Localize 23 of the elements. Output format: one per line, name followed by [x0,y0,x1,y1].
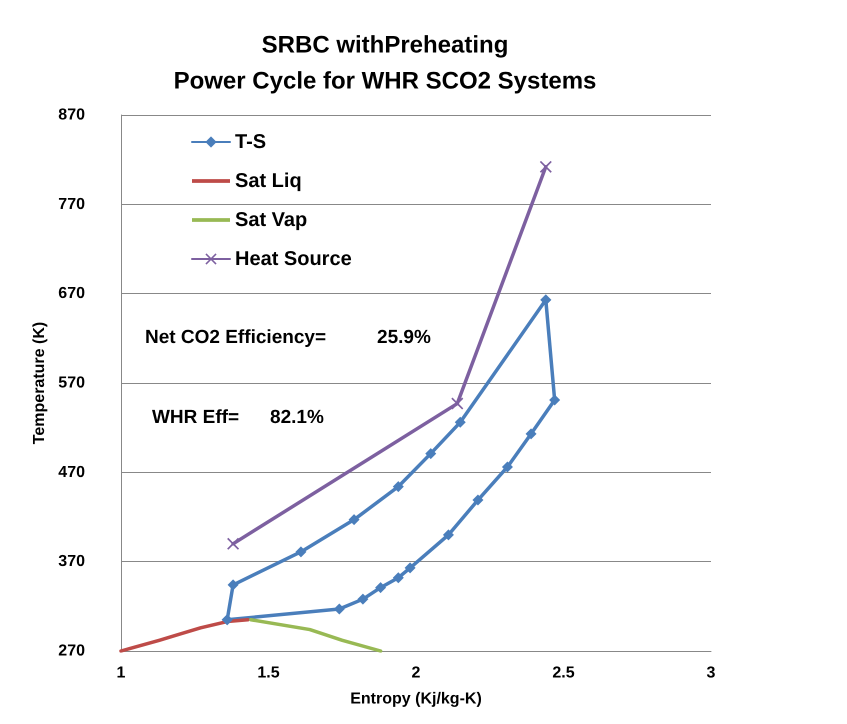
x-tick-label: 2.5 [552,664,575,682]
x-tick-label: 1.5 [257,664,280,682]
y-tick-label: 370 [58,553,86,570]
legend-label: Sat Liq [235,170,302,192]
y-tick-label: 570 [58,374,86,392]
annotation: 25.9% [377,327,431,348]
legend-label: Heat Source [235,248,352,270]
x-tick-label: 3 [706,664,716,682]
annotation: 82.1% [270,407,324,428]
y-tick-label: 870 [58,106,86,124]
y-axis-title: Temperature (K) [30,322,48,444]
y-tick-label: 770 [58,196,86,213]
y-tick-label: 270 [58,642,86,660]
chart-title: SRBC withPreheating Power Cycle for WHR SCO2 Systems [174,32,596,94]
y-tick-label: 470 [58,464,86,481]
annotation: WHR Eff= [152,407,240,428]
x-tick-label: 2 [412,664,421,682]
y-tick-label: 670 [58,285,86,302]
legend-label: Sat Vap [235,209,308,231]
x-axis-title: Entropy (Kj/kg-K) [350,690,482,708]
x-tick-label: 1 [116,664,126,682]
legend-label: T-S [235,131,266,153]
annotation: Net CO2 Efficiency= [145,327,326,348]
